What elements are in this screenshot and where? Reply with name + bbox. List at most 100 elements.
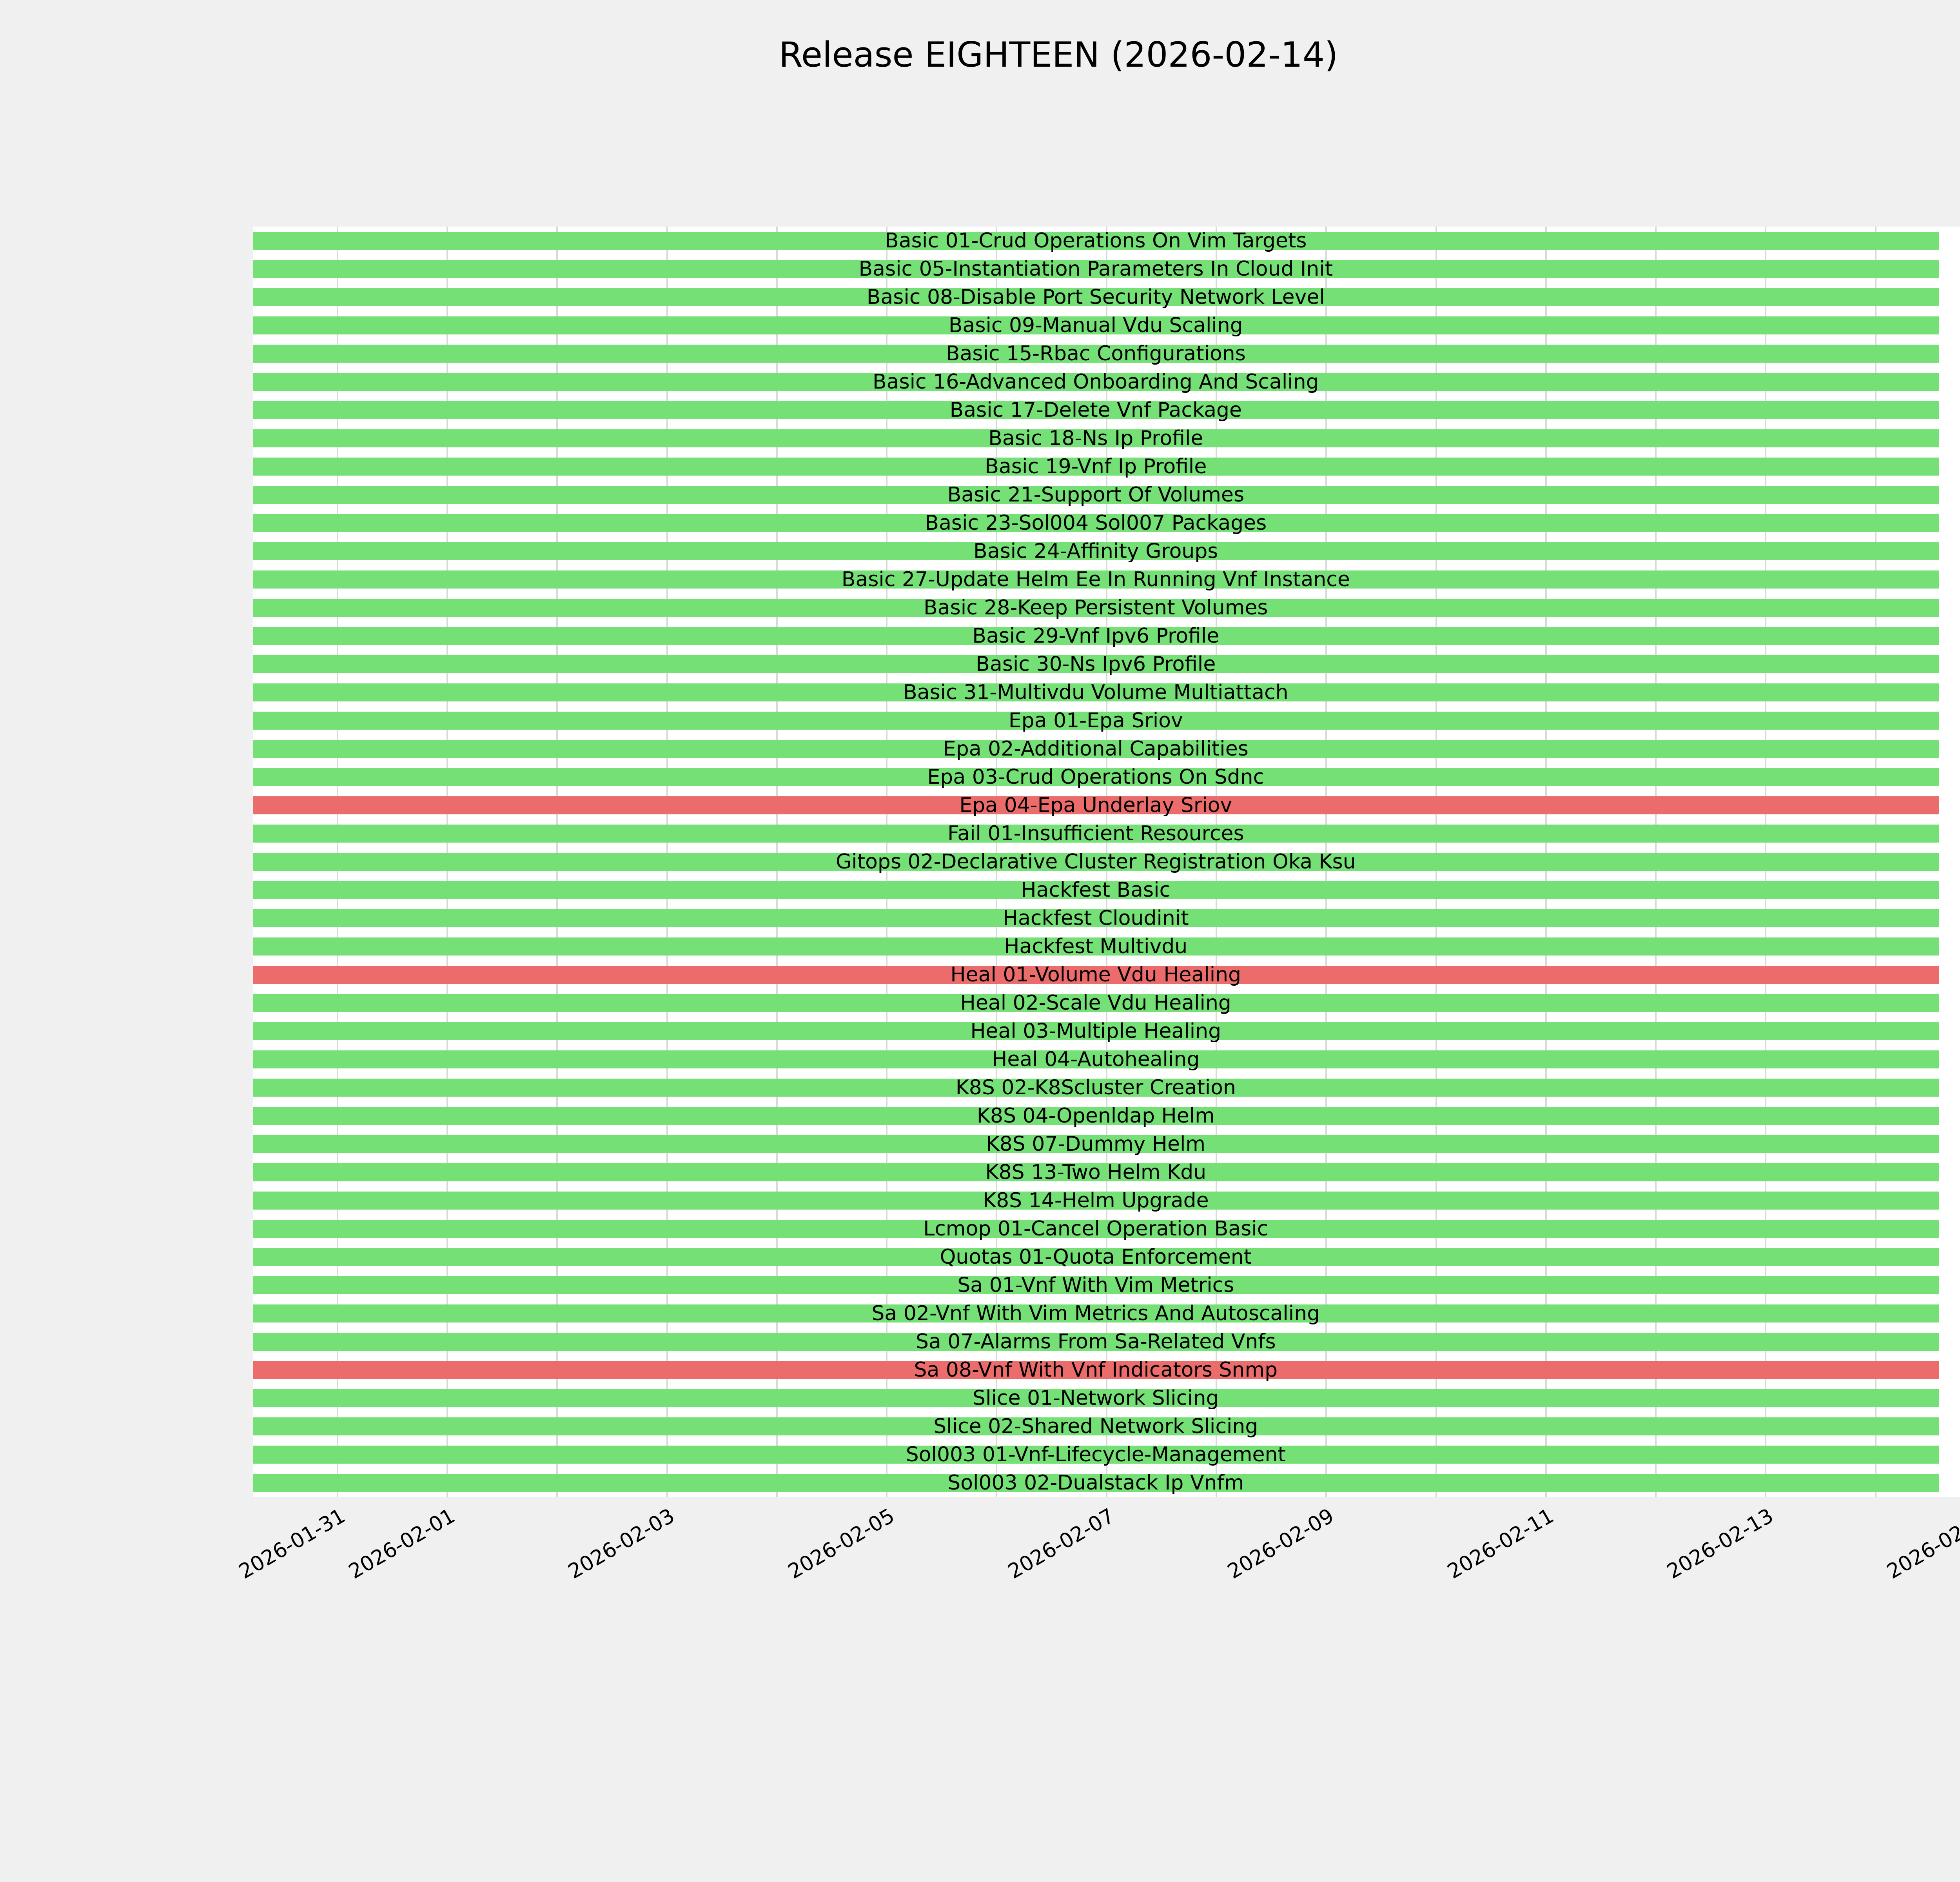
- test-label: Basic 28-Keep Persistent Volumes: [924, 596, 1268, 619]
- test-label: Sa 02-Vnf With Vim Metrics And Autoscali…: [871, 1302, 1320, 1325]
- plot-area: Basic 01-Crud Operations On Vim Targets B…: [253, 227, 1960, 1497]
- test-bar-pass: [253, 712, 1939, 730]
- test-bar-pass: [253, 288, 1939, 306]
- x-tick-label: 2026-02-13: [1663, 1504, 1778, 1584]
- test-row: Basic 01-Crud Operations On Vim Targets: [253, 227, 1960, 255]
- test-bar-pass: [253, 655, 1939, 673]
- test-bar-pass: [253, 909, 1939, 927]
- test-bar-pass: [253, 1276, 1939, 1294]
- test-row: Gitops 02-Declarative Cluster Registrati…: [253, 848, 1960, 876]
- test-bar-pass: [253, 1333, 1939, 1351]
- test-row: K8S 13-Two Helm Kdu: [253, 1158, 1960, 1186]
- test-label: Epa 03-Crud Operations On Sdnc: [927, 765, 1265, 789]
- test-bar-pass: [253, 1022, 1939, 1040]
- test-row: Quotas 01-Quota Enforcement: [253, 1243, 1960, 1271]
- test-label: Basic 19-Vnf Ip Profile: [985, 455, 1207, 478]
- x-tick-label: 2026-02-03: [564, 1504, 679, 1584]
- test-row: Epa 03-Crud Operations On Sdnc: [253, 763, 1960, 791]
- test-label: Basic 23-Sol004 Sol007 Packages: [925, 511, 1267, 535]
- test-row: Sa 08-Vnf With Vnf Indicators Snmp: [253, 1356, 1960, 1384]
- test-label: Lcmop 01-Cancel Operation Basic: [923, 1217, 1269, 1241]
- test-label: Basic 16-Advanced Onboarding And Scaling: [872, 370, 1319, 394]
- test-bar-pass: [253, 825, 1939, 843]
- test-bar-pass: [253, 260, 1939, 278]
- test-label: Basic 17-Delete Vnf Package: [949, 398, 1242, 422]
- test-row: Heal 01-Volume Vdu Healing: [253, 961, 1960, 989]
- test-row: Basic 30-Ns Ipv6 Profile: [253, 650, 1960, 678]
- test-bar-pass: [253, 232, 1939, 250]
- test-row: Basic 23-Sol004 Sol007 Packages: [253, 509, 1960, 537]
- test-label: Basic 09-Manual Vdu Scaling: [948, 314, 1243, 337]
- x-tick-label: 2026-01-31: [235, 1504, 349, 1584]
- test-bar-pass: [253, 1107, 1939, 1125]
- test-bar-fail: [253, 966, 1939, 984]
- test-bar-pass: [253, 429, 1939, 447]
- test-row: Epa 04-Epa Underlay Sriov: [253, 791, 1960, 819]
- test-bar-pass: [253, 768, 1939, 786]
- test-label: Basic 30-Ns Ipv6 Profile: [976, 652, 1216, 676]
- test-row: Basic 17-Delete Vnf Package: [253, 396, 1960, 424]
- test-bar-pass: [253, 937, 1939, 956]
- test-row: Basic 18-Ns Ip Profile: [253, 424, 1960, 452]
- test-row: Slice 01-Network Slicing: [253, 1384, 1960, 1412]
- test-row: K8S 14-Helm Upgrade: [253, 1186, 1960, 1215]
- test-bar-pass: [253, 316, 1939, 334]
- test-label: Basic 08-Disable Port Security Network L…: [866, 285, 1325, 309]
- x-tick-label: 2026-02-01: [345, 1504, 459, 1584]
- test-label: Heal 01-Volume Vdu Healing: [950, 963, 1241, 986]
- x-tick-label: 2026-02-15: [1883, 1504, 1960, 1584]
- test-label: Sa 08-Vnf With Vnf Indicators Snmp: [914, 1358, 1278, 1382]
- test-row: Basic 21-Support Of Volumes: [253, 481, 1960, 509]
- x-tick-label: 2026-02-09: [1223, 1504, 1338, 1584]
- test-bar-pass: [253, 1079, 1939, 1097]
- x-tick-label: 2026-02-11: [1443, 1504, 1558, 1584]
- test-bar-pass: [253, 1163, 1939, 1181]
- test-bar-pass: [253, 514, 1939, 532]
- test-bar-pass: [253, 994, 1939, 1012]
- test-label: Fail 01-Insufficient Resources: [947, 822, 1244, 845]
- test-label: Heal 02-Scale Vdu Healing: [960, 991, 1231, 1015]
- test-label: Basic 27-Update Helm Ee In Running Vnf I…: [841, 568, 1350, 591]
- test-label: K8S 07-Dummy Helm: [986, 1132, 1206, 1156]
- test-row: Sol003 01-Vnf-Lifecycle-Management: [253, 1441, 1960, 1469]
- test-label: Sol003 01-Vnf-Lifecycle-Management: [906, 1443, 1286, 1466]
- test-label: Slice 01-Network Slicing: [973, 1386, 1219, 1410]
- test-bar-pass: [253, 683, 1939, 701]
- test-label: Hackfest Basic: [1021, 878, 1171, 902]
- test-bar-fail: [253, 1361, 1939, 1379]
- test-label: Basic 05-Instantiation Parameters In Clo…: [858, 257, 1333, 281]
- test-bar-pass: [253, 570, 1939, 589]
- test-bar-pass: [253, 401, 1939, 419]
- test-row: Basic 28-Keep Persistent Volumes: [253, 594, 1960, 622]
- test-row: Epa 01-Epa Sriov: [253, 707, 1960, 735]
- test-label: Sa 07-Alarms From Sa-Related Vnfs: [915, 1330, 1276, 1353]
- test-row: Basic 08-Disable Port Security Network L…: [253, 283, 1960, 311]
- test-row: Hackfest Cloudinit: [253, 904, 1960, 932]
- test-bar-pass: [253, 853, 1939, 871]
- test-row: Hackfest Basic: [253, 876, 1960, 904]
- test-label: Epa 04-Epa Underlay Sriov: [959, 794, 1232, 817]
- test-bar-pass: [253, 345, 1939, 363]
- test-bar-pass: [253, 599, 1939, 617]
- test-label: Epa 01-Epa Sriov: [1008, 709, 1183, 732]
- bars-layer: Basic 01-Crud Operations On Vim Targets B…: [253, 227, 1960, 1497]
- x-tick-label: 2026-02-05: [784, 1504, 899, 1584]
- test-bar-pass: [253, 486, 1939, 504]
- test-bar-pass: [253, 458, 1939, 476]
- test-label: Slice 02-Shared Network Slicing: [933, 1415, 1258, 1438]
- test-bar-pass: [253, 542, 1939, 560]
- test-row: Epa 02-Additional Capabilities: [253, 735, 1960, 763]
- test-label: Epa 02-Additional Capabilities: [943, 737, 1249, 761]
- test-row: Basic 05-Instantiation Parameters In Clo…: [253, 255, 1960, 283]
- test-row: Heal 02-Scale Vdu Healing: [253, 989, 1960, 1017]
- test-bar-pass: [253, 881, 1939, 899]
- test-label: K8S 02-K8Scluster Creation: [955, 1076, 1236, 1099]
- test-bar-fail: [253, 796, 1939, 814]
- test-bar-pass: [253, 740, 1939, 758]
- test-bar-pass: [253, 1389, 1939, 1407]
- test-row: Hackfest Multivdu: [253, 932, 1960, 961]
- test-bar-pass: [253, 1474, 1939, 1492]
- test-row: Heal 03-Multiple Healing: [253, 1017, 1960, 1045]
- test-row: Basic 15-Rbac Configurations: [253, 340, 1960, 368]
